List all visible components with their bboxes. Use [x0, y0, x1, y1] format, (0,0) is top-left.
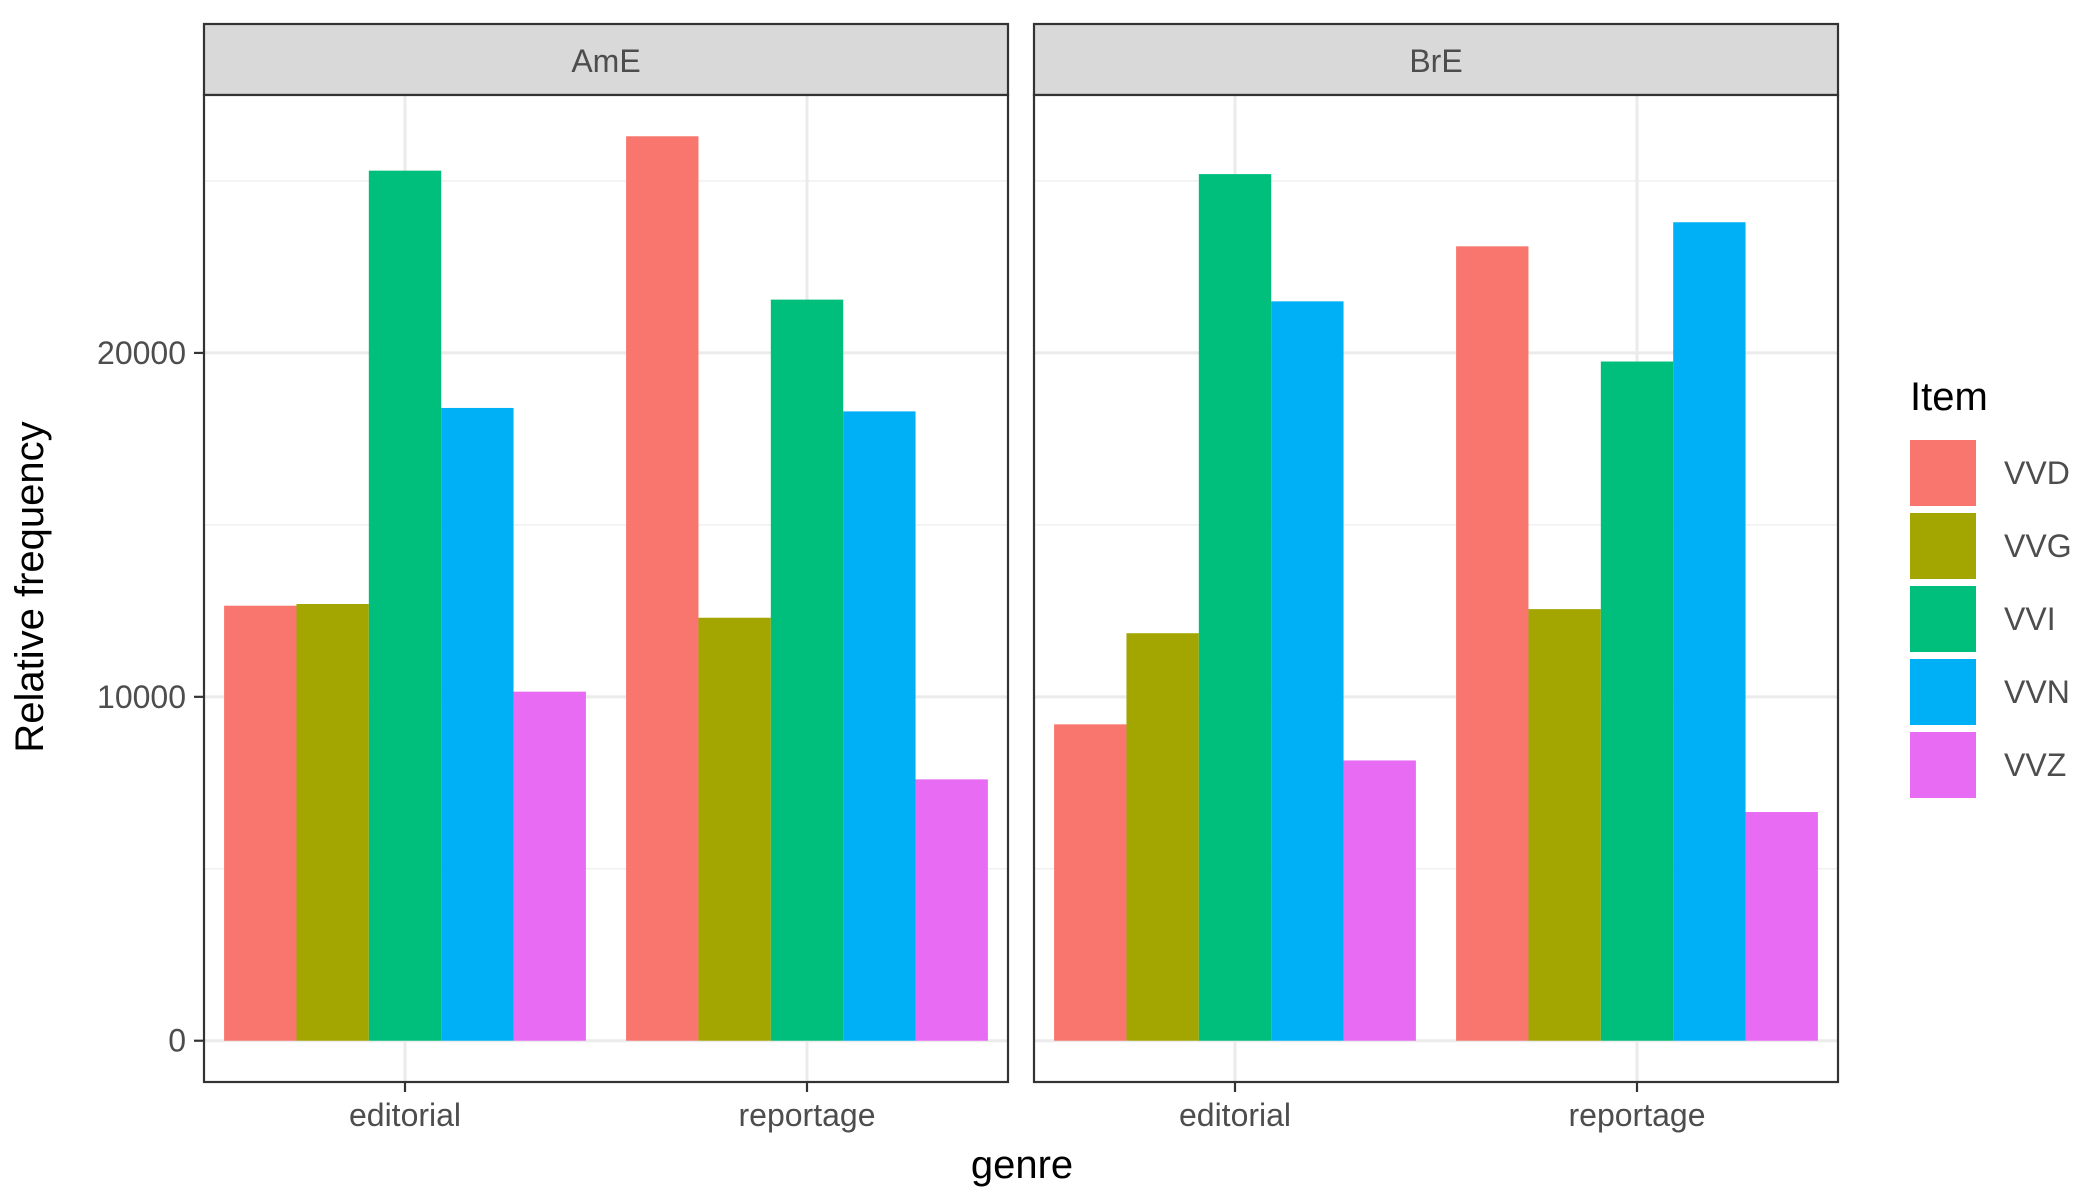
facet-label: AmE — [571, 43, 640, 79]
bar-ame-editorial-vvi — [368, 170, 442, 1041]
legend-label-vvi: VVI — [2004, 601, 2056, 637]
panel-border — [1032, 93, 1840, 1084]
panel-border — [202, 93, 1010, 1084]
bar-bre-editorial-vvz — [1343, 760, 1416, 1041]
bar-ame-editorial-vvd — [224, 605, 297, 1041]
legend-key-vvz — [1910, 732, 1976, 798]
legend-key-vvd — [1910, 440, 1976, 506]
bar-bre-editorial-vvn — [1271, 301, 1344, 1041]
legend-label-vvg: VVG — [2004, 528, 2072, 564]
y-tick-label: 20000 — [97, 335, 186, 371]
y-axis-title: Relative frequency — [8, 421, 52, 752]
legend-title: Item — [1910, 375, 1988, 419]
bar-ame-reportage-vvz — [915, 779, 988, 1041]
bar-ame-reportage-vvd — [626, 136, 699, 1041]
bar-ame-editorial-vvn — [441, 407, 514, 1041]
bar-bre-reportage-vvz — [1745, 812, 1818, 1041]
bar-bre-reportage-vvg — [1528, 609, 1601, 1041]
legend: Item VVD VVG VVI VVN VVZ — [1910, 375, 2072, 798]
panel-ame: AmE editorial reportage — [202, 22, 1010, 1133]
bar-ame-editorial-vvg — [296, 603, 369, 1041]
bar-ame-reportage-vvn — [843, 411, 916, 1041]
bar-bre-reportage-vvi — [1600, 361, 1674, 1041]
x-axis-title: genre — [971, 1143, 1073, 1187]
legend-label-vvn: VVN — [2004, 674, 2070, 710]
panel-bre: BrE editorial reportage — [1032, 22, 1840, 1133]
facet-label: BrE — [1409, 43, 1462, 79]
bar-bre-editorial-vvd — [1054, 724, 1127, 1041]
x-tick-label: editorial — [1179, 1097, 1291, 1133]
bar-bre-editorial-vvg — [1126, 633, 1199, 1041]
bar-ame-reportage-vvg — [698, 617, 771, 1041]
bar-ame-reportage-vvi — [770, 299, 844, 1041]
y-axis: 0 10000 20000 — [97, 335, 204, 1059]
bar-bre-reportage-vvn — [1673, 222, 1746, 1041]
x-tick-label: reportage — [1569, 1097, 1706, 1133]
facet-strip — [202, 22, 1010, 97]
y-tick-label: 0 — [168, 1023, 186, 1059]
legend-label-vvd: VVD — [2004, 455, 2070, 491]
legend-key-vvn — [1910, 659, 1976, 725]
bar-bre-reportage-vvd — [1456, 246, 1529, 1041]
legend-label-vvz: VVZ — [2004, 747, 2066, 783]
bar-bre-editorial-vvi — [1198, 174, 1272, 1041]
panels-layer: AmE editorial reportage BrE editorial reporta… — [202, 22, 1840, 1133]
bar-ame-editorial-vvz — [513, 691, 586, 1041]
x-tick-label: editorial — [349, 1097, 461, 1133]
x-tick-label: reportage — [739, 1097, 876, 1133]
legend-key-vvi — [1910, 586, 1976, 652]
y-tick-label: 10000 — [97, 679, 186, 715]
legend-key-vvg — [1910, 513, 1976, 579]
